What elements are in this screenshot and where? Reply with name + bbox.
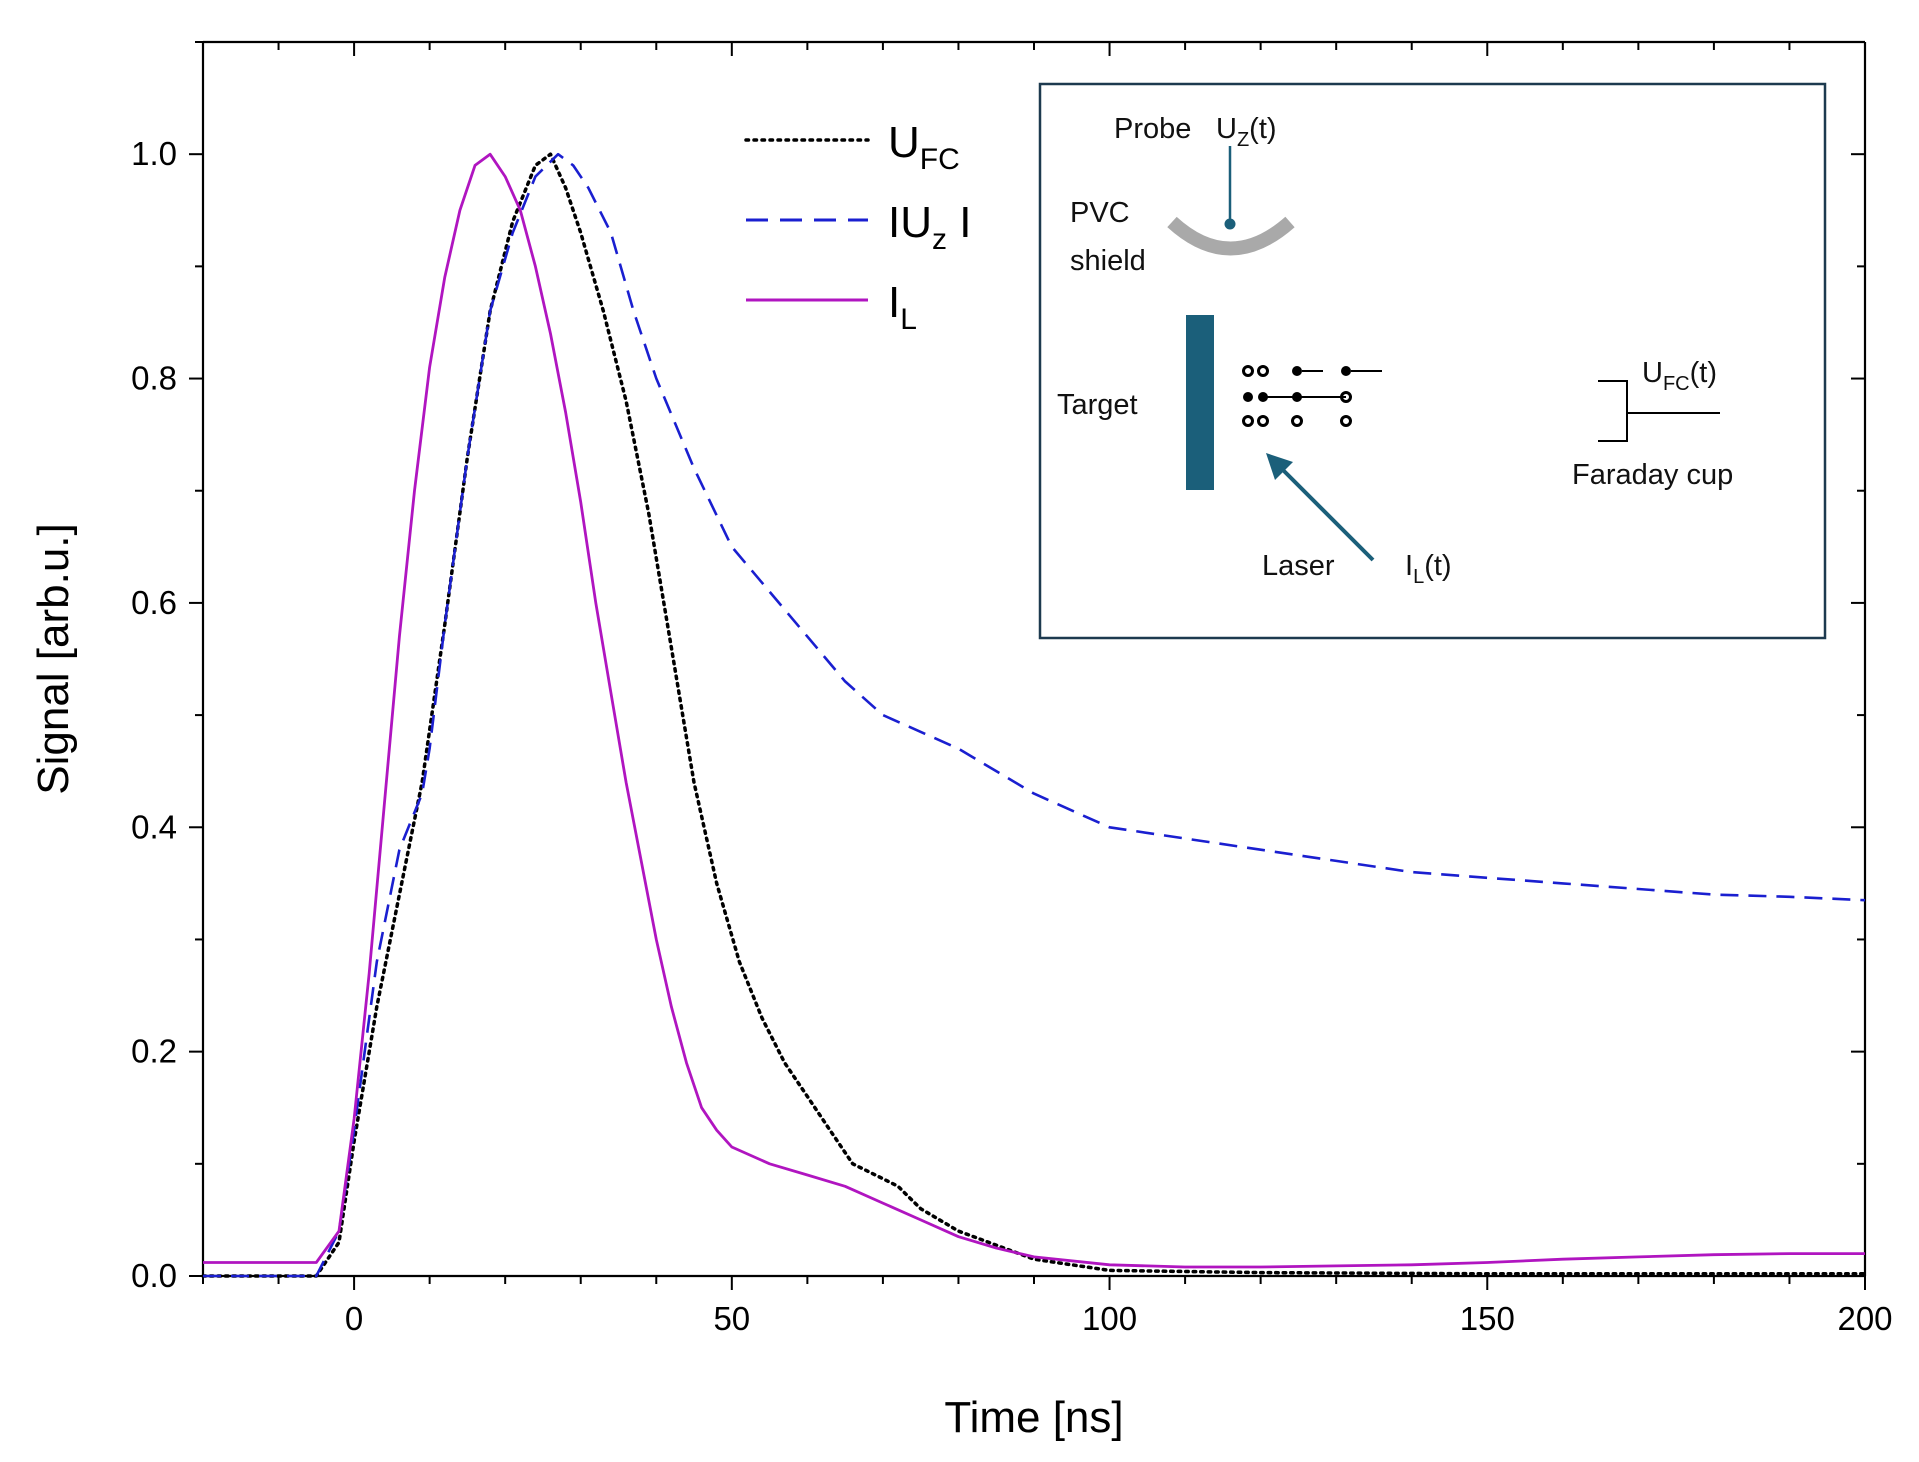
target-block xyxy=(1186,315,1214,490)
axis-ticks: 0 50 100 150 200 0.0 0.2 0.4 0.6 0.8 1.0 xyxy=(131,41,1893,1337)
probe-tip xyxy=(1224,218,1236,230)
y-tick-label: 0.2 xyxy=(131,1033,177,1070)
x-tick-label: 50 xyxy=(713,1300,750,1337)
legend: UFC IUz I IL xyxy=(744,118,971,336)
x-axis-title: Time [ns] xyxy=(944,1393,1123,1442)
legend-label-il: IL xyxy=(888,278,917,336)
inset-frame xyxy=(1038,82,1827,640)
laser-signal-label: IL(t) xyxy=(1405,550,1452,588)
probe-signal-label: UZ(t) xyxy=(1216,113,1277,151)
y-tick-label: 0.8 xyxy=(131,360,177,397)
target-label: Target xyxy=(1057,389,1138,421)
laser-beam xyxy=(1276,463,1375,562)
series-uz-line xyxy=(203,152,1866,1278)
setup-inset: Probe UZ(t) PVC shield Target La xyxy=(1038,82,1827,640)
series-layer xyxy=(201,152,1867,1278)
y-tick-label: 0.6 xyxy=(131,584,177,621)
faraday-cup-label: Faraday cup xyxy=(1572,459,1733,491)
legend-label-ufc: UFC xyxy=(888,118,960,176)
pvc-label: PVC xyxy=(1070,197,1130,229)
y-tick-label: 0.0 xyxy=(131,1257,177,1294)
laser-arrowhead xyxy=(1266,453,1293,480)
laser-label: Laser xyxy=(1262,550,1335,582)
legend-entry-uz: IUz I xyxy=(746,198,971,256)
plasma-particles xyxy=(1242,365,1382,427)
legend-entry-il: IL xyxy=(746,278,917,336)
legend-entry-ufc: UFC xyxy=(744,118,960,176)
shield-label: shield xyxy=(1070,245,1146,277)
x-tick-label: 0 xyxy=(345,1300,363,1337)
x-tick-label: 200 xyxy=(1837,1300,1892,1337)
x-tick-label: 100 xyxy=(1082,1300,1137,1337)
probe-label: Probe xyxy=(1114,113,1191,145)
y-tick-label: 1.0 xyxy=(131,135,177,172)
faraday-signal-label: UFC(t) xyxy=(1642,357,1717,395)
series-il-line xyxy=(203,152,1865,1269)
pvc-shield xyxy=(1167,216,1295,256)
x-tick-label: 150 xyxy=(1460,1300,1515,1337)
legend-label-uz: IUz I xyxy=(888,198,971,256)
faraday-cup xyxy=(1598,380,1720,442)
y-axis-title: Signal [arb.u.] xyxy=(29,523,78,795)
y-tick-label: 0.4 xyxy=(131,808,177,845)
